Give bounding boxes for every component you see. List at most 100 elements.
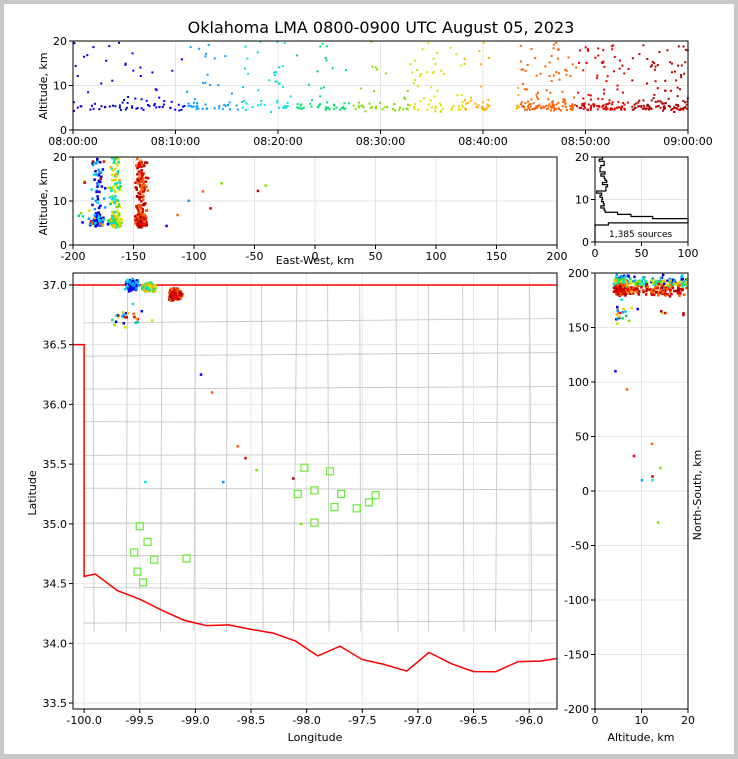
x-tick-label: 0: [592, 247, 599, 260]
source-point: [111, 217, 114, 220]
source-point: [620, 299, 623, 302]
source-point: [214, 107, 216, 109]
plan-view-panel: -100.0-99.5-99.0-98.5-98.0-97.5-97.0-96.…: [43, 273, 558, 727]
source-point: [645, 107, 647, 109]
source-point: [300, 105, 302, 107]
source-point: [553, 44, 555, 46]
source-point: [141, 163, 144, 166]
source-point: [114, 191, 117, 194]
source-point: [463, 63, 465, 65]
source-point: [426, 109, 428, 111]
source-point: [683, 46, 685, 48]
source-point: [612, 101, 614, 103]
source-point: [224, 55, 226, 57]
source-point: [552, 104, 554, 106]
source-point: [650, 279, 653, 282]
source-point: [127, 287, 130, 290]
source-point: [116, 210, 119, 213]
source-point: [410, 63, 412, 65]
source-point: [278, 107, 280, 109]
source-point: [112, 105, 114, 107]
source-point: [601, 98, 603, 100]
source-point: [209, 84, 211, 86]
source-point: [111, 319, 114, 322]
source-point: [616, 107, 618, 109]
source-point: [117, 221, 120, 224]
source-point: [275, 71, 277, 73]
source-point: [243, 100, 245, 102]
source-point: [638, 293, 641, 296]
source-point: [319, 103, 321, 105]
source-point: [257, 104, 259, 106]
source-point: [98, 219, 101, 222]
source-point: [544, 65, 546, 67]
y-tick-label: 0: [60, 124, 67, 137]
source-point: [413, 106, 415, 108]
source-point: [158, 106, 160, 108]
source-point: [112, 196, 115, 199]
source-point: [147, 189, 150, 192]
source-point: [112, 185, 115, 188]
source-point: [137, 226, 140, 229]
source-point: [125, 63, 127, 65]
source-point: [675, 79, 677, 81]
source-point: [417, 85, 419, 87]
source-point: [426, 71, 428, 73]
source-point: [677, 104, 679, 106]
source-point: [582, 97, 584, 99]
source-point: [616, 317, 619, 320]
source-point: [670, 284, 673, 287]
source-point: [112, 169, 115, 172]
source-point: [624, 294, 627, 297]
source-point: [171, 101, 173, 103]
source-point: [531, 48, 533, 50]
x-tick-label: 20: [681, 714, 695, 727]
source-point: [126, 107, 128, 109]
source-point: [179, 291, 182, 294]
source-point: [629, 278, 632, 281]
source-point: [557, 102, 559, 104]
source-point: [282, 65, 284, 67]
source-point: [102, 168, 105, 171]
source-point: [135, 219, 138, 222]
source-point: [516, 108, 518, 110]
source-point: [376, 69, 378, 71]
source-point: [99, 171, 102, 174]
source-point: [407, 108, 409, 110]
source-point: [440, 104, 442, 106]
source-point: [650, 289, 653, 292]
source-point: [141, 98, 143, 100]
source-point: [597, 55, 599, 57]
source-point: [558, 107, 560, 109]
source-point: [628, 68, 630, 70]
source-point: [399, 107, 401, 109]
source-point: [637, 280, 640, 283]
source-point: [89, 223, 92, 226]
source-point: [257, 190, 260, 193]
source-point: [614, 56, 616, 58]
source-point: [660, 280, 663, 283]
source-point: [299, 108, 301, 110]
source-point: [663, 102, 665, 104]
source-point: [196, 102, 198, 104]
source-point: [675, 104, 677, 106]
source-point: [353, 105, 355, 107]
y-tick-label: 34.0: [43, 637, 68, 650]
source-point: [440, 70, 442, 72]
source-point: [537, 98, 539, 100]
source-point: [651, 99, 653, 101]
source-point: [419, 75, 421, 77]
source-point: [136, 158, 139, 161]
source-point: [624, 310, 627, 313]
source-point: [549, 62, 551, 64]
source-point: [114, 105, 116, 107]
source-point: [474, 103, 476, 105]
ew-panel-xlabel: East-West, km: [276, 254, 354, 267]
source-point: [175, 295, 178, 298]
source-point: [135, 288, 138, 291]
source-point: [646, 286, 649, 289]
source-point: [139, 193, 142, 196]
source-point: [155, 106, 157, 108]
